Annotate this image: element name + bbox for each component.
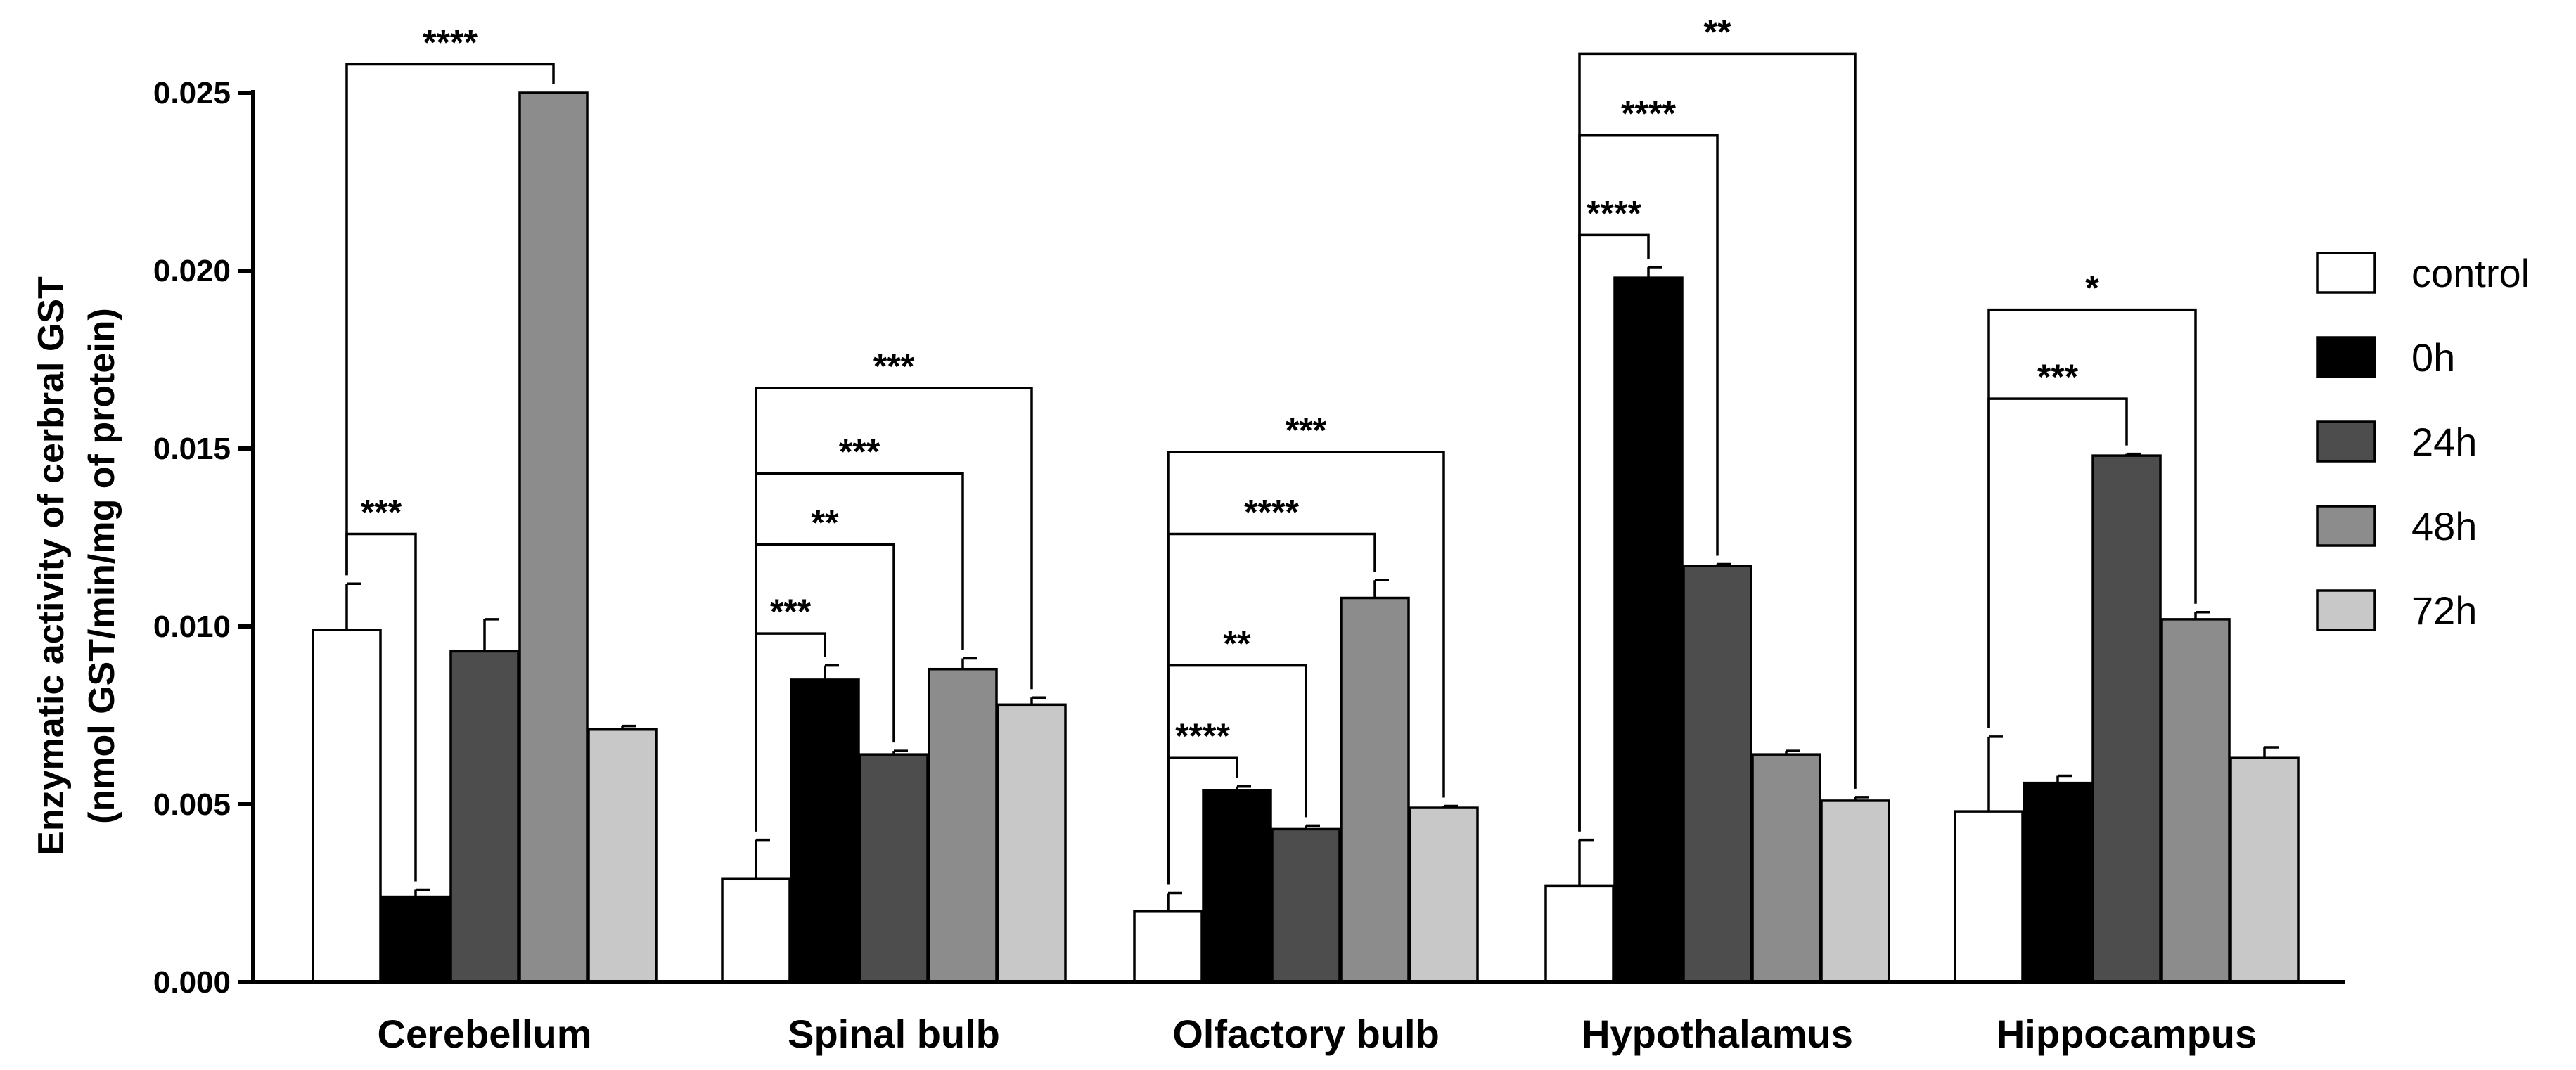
legend-label-48h: 48h <box>2411 504 2477 548</box>
category-label: Cerebellum <box>378 1012 592 1056</box>
bar-24h-hypothalamus <box>1682 565 1752 984</box>
bar-0h-hypothalamus <box>1613 276 1684 984</box>
category-label: Hippocampus <box>1997 1012 2257 1056</box>
significance-label: **** <box>423 23 478 63</box>
bar-24h-olfactory-bulb <box>1271 827 1341 984</box>
bar-72h-spinal-bulb <box>997 703 1067 984</box>
significance-bracket <box>345 532 417 882</box>
y-tick-label: 0.005 <box>153 787 231 822</box>
bar-48h-hypothalamus <box>1751 753 1821 984</box>
legend-swatch-control <box>2316 252 2376 294</box>
legend-swatch-24h <box>2316 420 2376 463</box>
legend-swatch-0h <box>2316 336 2376 378</box>
significance-label: **** <box>1175 716 1230 756</box>
legend-swatch-72h <box>2316 589 2376 631</box>
bar-72h-olfactory-bulb <box>1409 806 1479 984</box>
legend-label-0h: 0h <box>2411 335 2455 380</box>
bar-control-olfactory-bulb <box>1133 910 1203 984</box>
y-tick-label: 0.025 <box>153 76 231 110</box>
y-tick-label: 0.010 <box>153 610 231 644</box>
significance-bracket <box>755 632 826 832</box>
significance-label: **** <box>1244 492 1299 531</box>
significance-bracket <box>1167 756 1238 885</box>
bar-24h-cerebellum <box>449 650 520 984</box>
bar-0h-hippocampus <box>2023 781 2093 984</box>
y-tick-label: 0.000 <box>153 965 231 1000</box>
bar-72h-hypothalamus <box>1820 799 1890 984</box>
legend-label-72h: 72h <box>2411 588 2477 633</box>
bar-control-spinal-bulb <box>721 877 791 984</box>
significance-label: *** <box>839 432 880 471</box>
significance-label: * <box>2085 269 2099 308</box>
y-axis-title: Enzymatic activity of cerbral GST (nmol … <box>31 276 122 856</box>
significance-label: *** <box>873 347 915 386</box>
bar-0h-olfactory-bulb <box>1202 789 1272 984</box>
y-axis-title-line1: Enzymatic activity of cerbral GST <box>31 276 72 856</box>
significance-bracket <box>1987 397 2128 728</box>
category-label: Spinal bulb <box>788 1012 1000 1056</box>
bar-48h-olfactory-bulb <box>1340 596 1410 984</box>
significance-label: ** <box>812 503 839 543</box>
category-label: Olfactory bulb <box>1172 1012 1440 1056</box>
y-axis-title-line2: (nmol GST/min/mg of protein) <box>82 308 122 824</box>
plot-area: 0.000 0.005 0.010 0.015 0.020 0.025 Cerebellum… <box>153 12 2345 1056</box>
legend: control 0h 24h 48h 72h <box>2316 251 2530 633</box>
bar-48h-hippocampus <box>2160 618 2231 984</box>
bar-0h-cerebellum <box>380 895 451 984</box>
category-label: Hypothalamus <box>1582 1012 1853 1056</box>
bar-48h-spinal-bulb <box>928 667 998 984</box>
bar-0h-spinal-bulb <box>790 678 860 984</box>
y-tick-label: 0.020 <box>153 254 231 288</box>
significance-label: *** <box>770 592 812 631</box>
legend-label-control: control <box>2411 251 2530 295</box>
significance-label: *** <box>361 492 402 531</box>
legend-swatch-48h <box>2316 505 2376 547</box>
significance-label: *** <box>1286 411 1327 450</box>
significance-label: ** <box>1224 624 1251 664</box>
bar-24h-spinal-bulb <box>859 753 929 984</box>
bar-48h-cerebellum <box>518 91 589 984</box>
bar-24h-hippocampus <box>2091 454 2162 984</box>
significance-bracket <box>1578 233 1650 832</box>
significance-label: **** <box>1621 94 1676 134</box>
bar-72h-cerebellum <box>587 728 658 984</box>
bar-control-cerebellum <box>312 629 382 984</box>
bar-72h-hippocampus <box>2229 756 2300 984</box>
significance-label: ** <box>1704 12 1731 51</box>
bar-control-hippocampus <box>1954 810 2024 984</box>
significance-label: **** <box>1587 193 1641 233</box>
bar-control-hypothalamus <box>1544 884 1615 984</box>
significance-bracket <box>345 63 555 576</box>
significance-label: *** <box>2037 357 2079 397</box>
legend-label-24h: 24h <box>2411 420 2477 464</box>
y-tick-label: 0.015 <box>153 432 231 466</box>
